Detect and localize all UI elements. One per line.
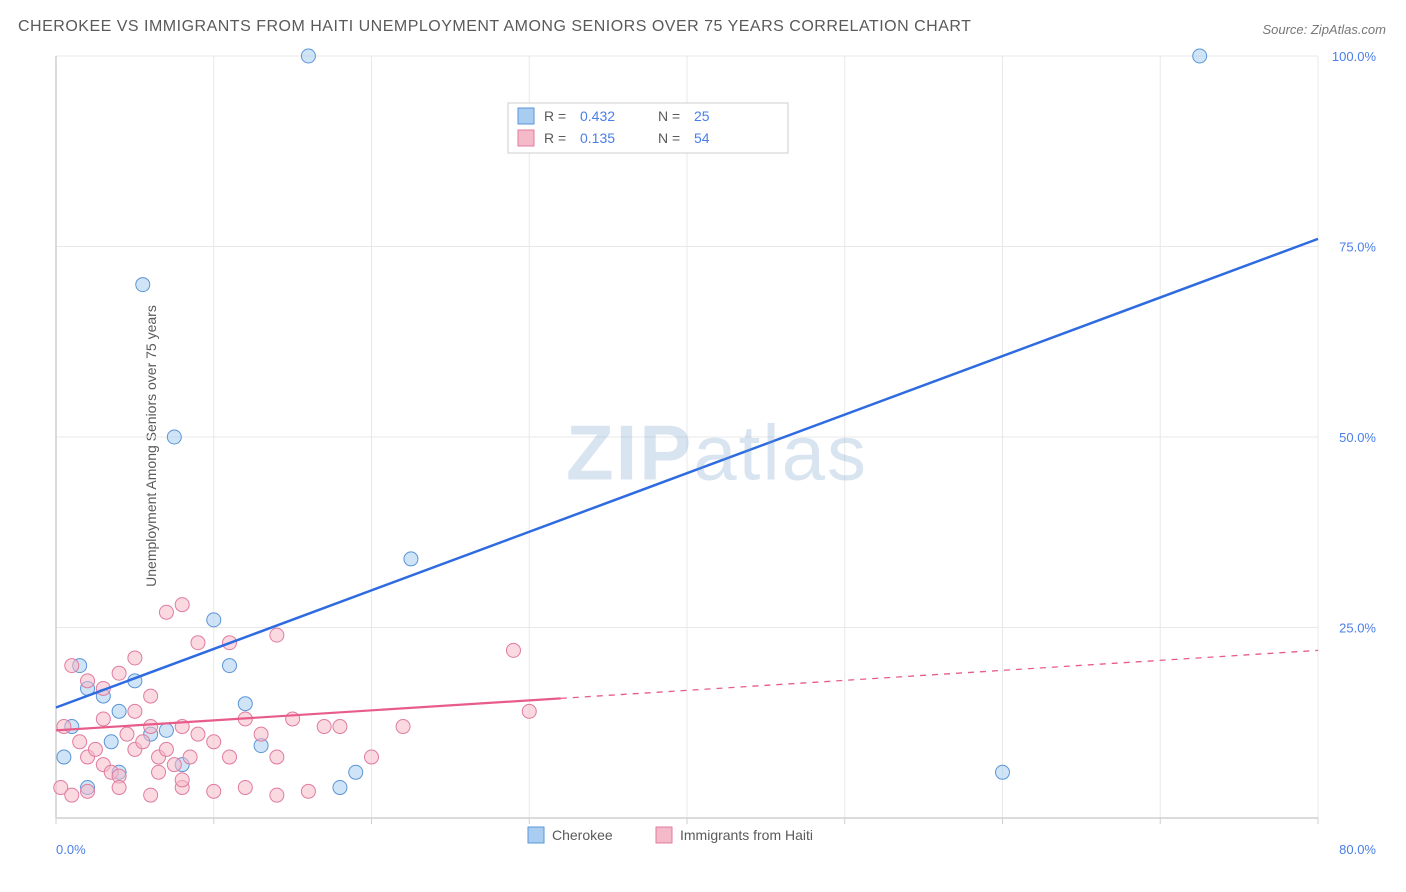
- legend-r-value: 0.135: [580, 130, 615, 146]
- data-point: [136, 278, 150, 292]
- legend-swatch: [518, 108, 534, 124]
- data-point: [112, 666, 126, 680]
- bottom-legend-swatch: [656, 827, 672, 843]
- data-point: [317, 720, 331, 734]
- data-point: [167, 430, 181, 444]
- data-point: [144, 689, 158, 703]
- data-point: [144, 720, 158, 734]
- data-point: [81, 784, 95, 798]
- data-point: [175, 773, 189, 787]
- trend-line-extrapolated: [561, 650, 1318, 698]
- data-point: [175, 598, 189, 612]
- data-point: [96, 712, 110, 726]
- x-tick-label: 0.0%: [56, 842, 86, 857]
- data-point: [81, 674, 95, 688]
- data-point: [183, 750, 197, 764]
- source-label: Source:: [1262, 22, 1310, 37]
- data-point: [207, 784, 221, 798]
- data-point: [270, 628, 284, 642]
- legend-r-value: 0.432: [580, 108, 615, 124]
- y-tick-label: 50.0%: [1339, 430, 1376, 445]
- data-point: [120, 727, 134, 741]
- data-point: [254, 727, 268, 741]
- data-point: [191, 727, 205, 741]
- data-point: [136, 735, 150, 749]
- data-point: [522, 704, 536, 718]
- data-point: [270, 788, 284, 802]
- data-point: [996, 765, 1010, 779]
- scatter-chart: 25.0% 50.0% 75.0% 100.0% 0.0% 80.0% R = 0.432 N …: [48, 48, 1386, 858]
- data-point: [128, 651, 142, 665]
- data-point: [207, 613, 221, 627]
- data-point: [238, 781, 252, 795]
- data-point: [57, 720, 71, 734]
- data-point: [223, 659, 237, 673]
- data-point: [57, 750, 71, 764]
- data-point: [301, 784, 315, 798]
- data-point: [152, 765, 166, 779]
- data-point: [128, 704, 142, 718]
- data-point: [65, 788, 79, 802]
- y-tick-label: 75.0%: [1339, 240, 1376, 255]
- y-tick-label: 100.0%: [1332, 49, 1377, 64]
- legend-r-label: R =: [544, 130, 566, 146]
- y-tick-label: 25.0%: [1339, 621, 1376, 636]
- data-point: [65, 659, 79, 673]
- bottom-legend-swatch: [528, 827, 544, 843]
- data-point: [301, 49, 315, 63]
- data-point: [333, 781, 347, 795]
- data-point: [159, 605, 173, 619]
- legend-n-value: 54: [694, 130, 710, 146]
- data-point: [112, 781, 126, 795]
- chart-title: CHEROKEE VS IMMIGRANTS FROM HAITI UNEMPL…: [18, 18, 971, 36]
- bottom-legend-label: Cherokee: [552, 827, 613, 843]
- data-point: [223, 750, 237, 764]
- data-point: [506, 643, 520, 657]
- data-point: [349, 765, 363, 779]
- data-point: [167, 758, 181, 772]
- data-point: [270, 750, 284, 764]
- x-tick-label: 80.0%: [1339, 842, 1376, 857]
- data-point: [1193, 49, 1207, 63]
- legend-n-value: 25: [694, 108, 710, 124]
- data-point: [144, 788, 158, 802]
- data-point: [112, 704, 126, 718]
- data-point: [159, 742, 173, 756]
- source-value: ZipAtlas.com: [1311, 22, 1386, 37]
- data-point: [104, 735, 118, 749]
- data-point: [207, 735, 221, 749]
- data-point: [404, 552, 418, 566]
- data-point: [396, 720, 410, 734]
- data-point: [88, 742, 102, 756]
- data-point: [333, 720, 347, 734]
- bottom-legend-label: Immigrants from Haiti: [680, 827, 813, 843]
- legend-n-label: N =: [658, 108, 680, 124]
- data-point: [365, 750, 379, 764]
- data-point: [159, 723, 173, 737]
- source-attribution: Source: ZipAtlas.com: [1262, 22, 1386, 37]
- legend-swatch: [518, 130, 534, 146]
- legend-r-label: R =: [544, 108, 566, 124]
- data-point: [73, 735, 87, 749]
- data-point: [191, 636, 205, 650]
- legend-n-label: N =: [658, 130, 680, 146]
- chart-svg: 25.0% 50.0% 75.0% 100.0% 0.0% 80.0% R = 0.432 N …: [48, 48, 1386, 858]
- data-point: [238, 697, 252, 711]
